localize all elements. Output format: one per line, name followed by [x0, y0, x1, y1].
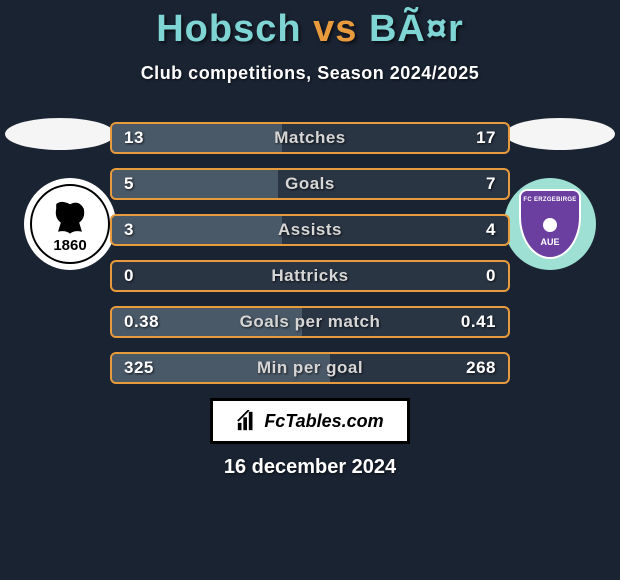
- stat-label: Min per goal: [257, 358, 363, 378]
- stat-row: 3 Assists 4: [110, 214, 510, 246]
- player1-name: Hobsch: [156, 8, 301, 50]
- player2-silhouette: [505, 118, 615, 150]
- stat-value-right: 4: [486, 220, 496, 240]
- page-title: Hobsch vs BÃ¤r: [0, 0, 620, 51]
- stat-label: Matches: [274, 128, 346, 148]
- stat-label: Hattricks: [271, 266, 348, 286]
- stat-label: Goals: [285, 174, 335, 194]
- stat-label: Assists: [278, 220, 342, 240]
- source-badge: FcTables.com: [210, 398, 410, 444]
- stat-row: 0.38 Goals per match 0.41: [110, 306, 510, 338]
- stat-row: 5 Goals 7: [110, 168, 510, 200]
- stat-row: 0 Hattricks 0: [110, 260, 510, 292]
- shield-icon: FC ERZGEBIRGE AUE: [519, 189, 581, 259]
- stat-value-right: 0.41: [461, 312, 496, 332]
- stat-row: 13 Matches 17: [110, 122, 510, 154]
- player2-name: BÃ¤r: [369, 8, 464, 50]
- stat-value-right: 7: [486, 174, 496, 194]
- stat-value-right: 0: [486, 266, 496, 286]
- stat-value-left: 5: [124, 174, 134, 194]
- subtitle: Club competitions, Season 2024/2025: [0, 63, 620, 84]
- crest-bottom-text: AUE: [521, 237, 579, 247]
- stat-value-left: 0.38: [124, 312, 159, 332]
- player1-silhouette: [5, 118, 115, 150]
- ball-icon: [543, 218, 557, 232]
- crest-year: 1860: [53, 237, 86, 254]
- club-crest-right: FC ERZGEBIRGE AUE: [504, 178, 596, 270]
- club-crest-left: 1860: [24, 178, 116, 270]
- stat-value-right: 17: [476, 128, 496, 148]
- chart-icon: [236, 410, 258, 432]
- stat-row: 325 Min per goal 268: [110, 352, 510, 384]
- stat-value-left: 13: [124, 128, 144, 148]
- stat-fill: [112, 170, 278, 198]
- stats-container: 13 Matches 17 5 Goals 7 3 Assists 4 0 Hattricks 0 0.…: [110, 122, 510, 384]
- source-text: FcTables.com: [264, 411, 383, 432]
- stat-label: Goals per match: [240, 312, 381, 332]
- stat-value-left: 325: [124, 358, 154, 378]
- vs-text: vs: [313, 8, 357, 50]
- stat-fill: [112, 216, 282, 244]
- date-text: 16 december 2024: [0, 456, 620, 479]
- crest-arc-text: FC ERZGEBIRGE: [521, 197, 579, 203]
- stat-value-right: 268: [466, 358, 496, 378]
- stat-value-left: 0: [124, 266, 134, 286]
- stat-value-left: 3: [124, 220, 134, 240]
- lion-icon: [47, 195, 93, 241]
